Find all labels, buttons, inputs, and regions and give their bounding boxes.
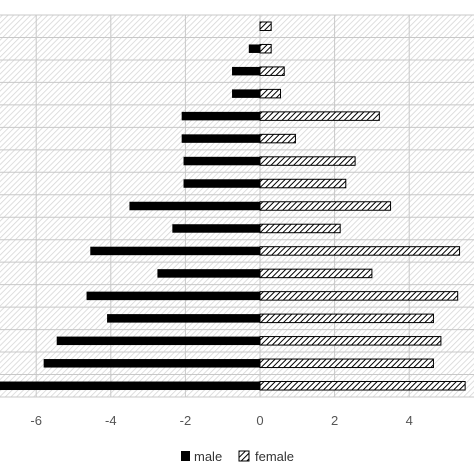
bar-female-8 [259, 201, 392, 211]
bar-female-13 [259, 313, 434, 324]
x-tick-label-0: -6 [30, 413, 42, 428]
bar-female-6 [259, 156, 356, 166]
legend-label-female: female [255, 449, 294, 464]
bar-female-15 [259, 358, 434, 369]
bar-female-9 [259, 223, 341, 234]
legend-label-male: male [194, 449, 222, 464]
bar-male-9 [172, 224, 260, 233]
legend-swatch-male [181, 451, 190, 461]
bar-female-16 [259, 381, 466, 391]
bar-female-4 [259, 111, 380, 121]
bar-male-3 [232, 89, 260, 98]
x-tick-label-3: 0 [256, 413, 263, 428]
bar-male-2 [232, 66, 260, 76]
bar-female-1 [259, 43, 272, 54]
legend: male female [181, 449, 294, 464]
bar-male-13 [107, 314, 260, 323]
bar-male-5 [181, 134, 260, 143]
bar-female-5 [259, 133, 296, 144]
x-tick-label-2: -2 [180, 413, 192, 428]
bar-male-12 [86, 291, 261, 301]
bar-male-6 [183, 156, 260, 166]
bar-male-1 [248, 44, 260, 53]
bar-female-11 [259, 268, 373, 279]
bars [0, 21, 466, 391]
bar-male-7 [183, 179, 260, 188]
legend-swatch-female [238, 450, 250, 462]
bar-male-11 [157, 269, 260, 278]
x-tick-label-4: 2 [331, 413, 338, 428]
x-tick-label-1: -4 [105, 413, 117, 428]
bar-female-3 [259, 88, 282, 99]
gridlines [0, 14, 474, 398]
bar-female-12 [259, 291, 459, 301]
bar-female-7 [259, 178, 347, 189]
bar-female-14 [259, 336, 442, 346]
bar-male-15 [43, 359, 260, 368]
bar-male-4 [181, 111, 260, 121]
bar-male-8 [129, 201, 260, 211]
bar-male-16 [0, 381, 261, 391]
bar-male-14 [56, 336, 261, 346]
bar-female-0 [259, 21, 272, 31]
bar-female-10 [259, 246, 461, 256]
x-tick-label-5: 4 [406, 413, 413, 428]
bar-male-10 [90, 246, 260, 256]
bar-female-2 [259, 66, 285, 76]
x-axis: -6 -4 -2 0 2 4 [30, 413, 412, 428]
